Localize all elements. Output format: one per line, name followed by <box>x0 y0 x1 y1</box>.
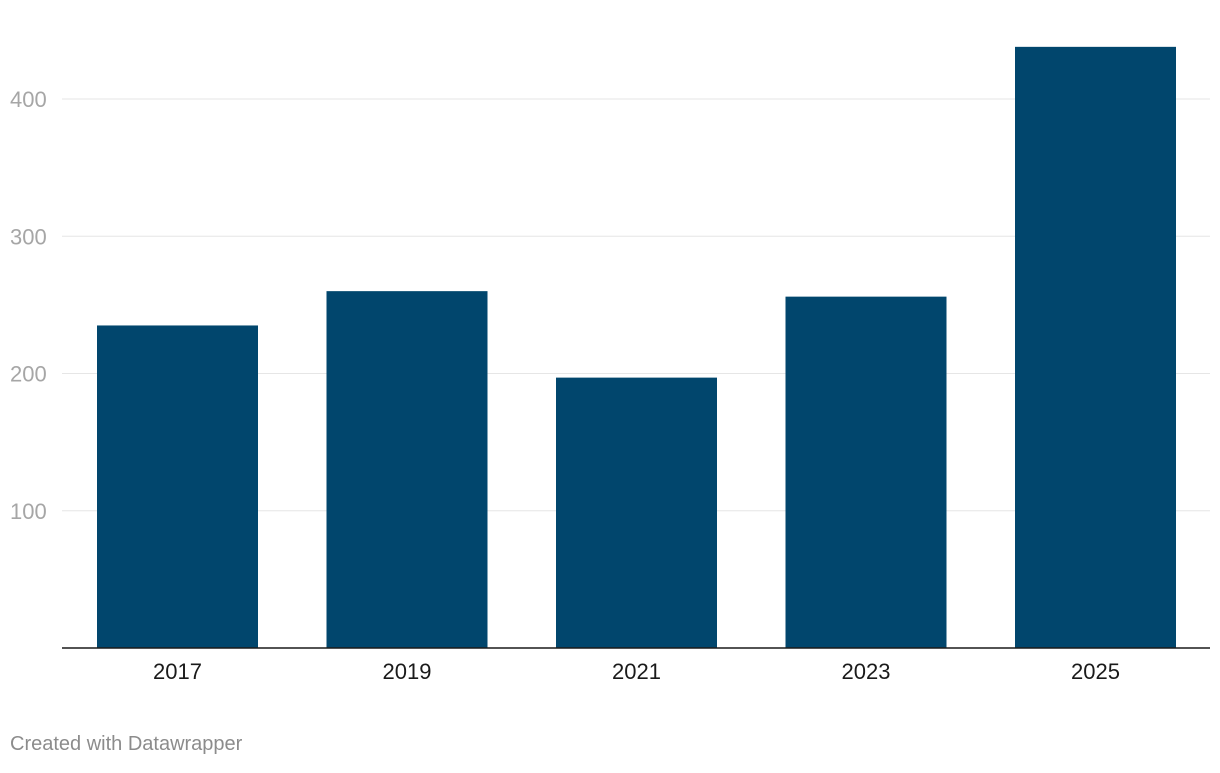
x-tick-label: 2023 <box>842 659 891 684</box>
bar-2021 <box>556 377 717 648</box>
bar-2025 <box>1015 46 1176 649</box>
credit-text: Created with Datawrapper <box>10 733 243 755</box>
bar-2019 <box>326 291 488 648</box>
bar-2017 <box>97 325 258 648</box>
x-tick-label: 2017 <box>153 659 202 684</box>
x-tick-label: 2025 <box>1071 659 1120 684</box>
bar-2023 <box>785 296 947 648</box>
y-tick-label: 100 <box>10 499 47 524</box>
y-tick-label: 300 <box>10 224 47 249</box>
x-tick-label: 2021 <box>612 659 661 684</box>
y-tick-label: 200 <box>10 362 47 387</box>
x-tick-label: 2019 <box>383 659 432 684</box>
y-tick-label: 400 <box>10 87 47 112</box>
